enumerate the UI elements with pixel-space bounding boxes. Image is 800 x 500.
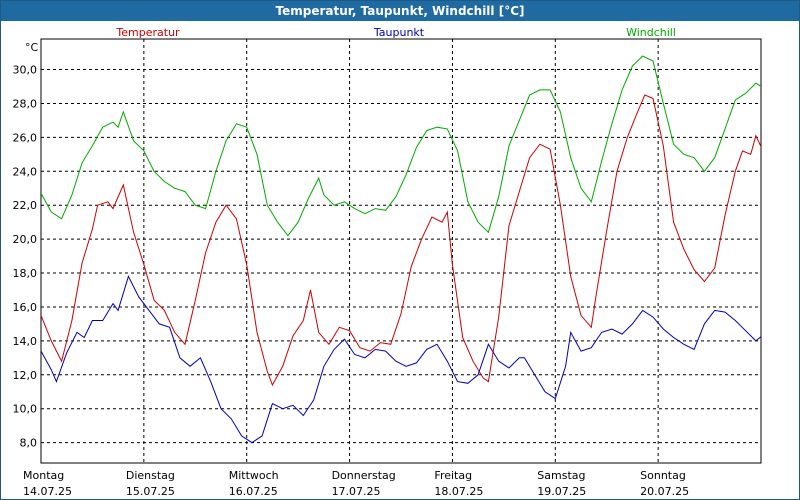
x-tick-day: Sonntag bbox=[640, 469, 686, 482]
x-tick-date: 15.07.25 bbox=[126, 485, 175, 498]
y-tick-label: 14,0 bbox=[13, 335, 38, 348]
y-tick-label: 12,0 bbox=[13, 369, 38, 382]
temperature-chart: 8,0 10,0 12,0 14,0 16,0 18,0 20,0 22,0 24,0 26,0 2… bbox=[13, 26, 762, 498]
x-tick-date: 14.07.25 bbox=[23, 485, 72, 498]
y-tick-label: 30,0 bbox=[13, 64, 38, 77]
grid bbox=[40, 38, 762, 464]
x-axis: Montag 14.07.25 Dienstag 15.07.25 Mittwoch 16… bbox=[23, 469, 689, 498]
series-line-taupunkt bbox=[41, 275, 761, 444]
y-tick-label: 10,0 bbox=[13, 403, 38, 416]
legend: Temperatur Taupunkt Windchill bbox=[115, 26, 676, 39]
y-tick-label: 24,0 bbox=[13, 165, 38, 178]
legend-taupunkt: Taupunkt bbox=[373, 26, 425, 39]
x-tick-day: Samstag bbox=[537, 469, 585, 482]
x-tick-day: Donnerstag bbox=[332, 469, 396, 482]
x-tick-date: 20.07.25 bbox=[640, 485, 689, 498]
plot-area bbox=[40, 38, 762, 464]
x-tick-date: 19.07.25 bbox=[537, 485, 586, 498]
y-axis-unit: °C bbox=[25, 41, 39, 54]
x-tick-day: Montag bbox=[23, 469, 64, 482]
legend-windchill: Windchill bbox=[626, 26, 676, 39]
y-tick-label: 18,0 bbox=[13, 267, 38, 280]
legend-temperatur: Temperatur bbox=[115, 26, 180, 39]
y-axis: 8,0 10,0 12,0 14,0 16,0 18,0 20,0 22,0 24,0 26,0 2… bbox=[13, 64, 38, 450]
series-line-temperatur bbox=[41, 94, 761, 387]
y-tick-label: 22,0 bbox=[13, 199, 38, 212]
series-lines bbox=[41, 55, 761, 444]
y-tick-label: 8,0 bbox=[20, 437, 38, 450]
x-tick-day: Dienstag bbox=[126, 469, 175, 482]
x-tick-day: Mittwoch bbox=[229, 469, 279, 482]
series-line-windchill bbox=[41, 55, 761, 237]
x-tick-date: 18.07.25 bbox=[434, 485, 483, 498]
y-tick-label: 26,0 bbox=[13, 131, 38, 144]
y-tick-label: 16,0 bbox=[13, 301, 38, 314]
y-tick-label: 28,0 bbox=[13, 97, 38, 110]
y-tick-label: 20,0 bbox=[13, 233, 38, 246]
x-tick-date: 17.07.25 bbox=[332, 485, 381, 498]
window-title: Temperatur, Taupunkt, Windchill [°C] bbox=[1, 1, 799, 21]
x-tick-date: 16.07.25 bbox=[229, 485, 278, 498]
x-tick-day: Freitag bbox=[434, 469, 472, 482]
